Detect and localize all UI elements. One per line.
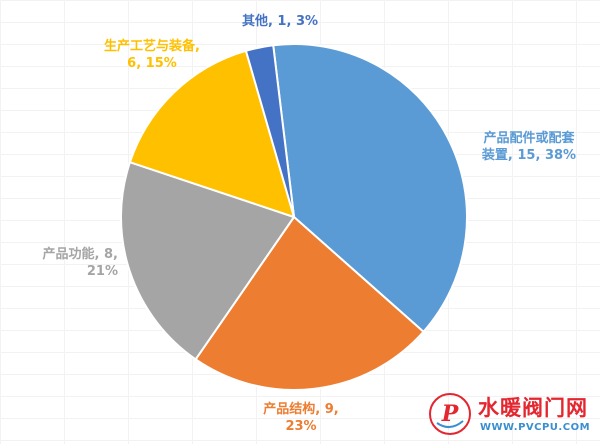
pie-slice-0 xyxy=(272,42,468,333)
watermark-logo-icon: P xyxy=(429,393,471,435)
label-line: 产品功能, 8, xyxy=(42,247,118,262)
watermark-url: WWW.PVCPU.COM xyxy=(480,422,591,433)
watermark-logo-letter: P xyxy=(441,401,460,427)
label-line: 6, 15% xyxy=(127,56,177,71)
label-line: 产品配件或配套 xyxy=(483,131,575,146)
label-product-function: 产品功能, 8, 21% xyxy=(12,246,118,280)
pie-slice-3 xyxy=(128,49,295,218)
label-line: 23% xyxy=(285,419,317,434)
label-other: 其他, 1, 3% xyxy=(228,13,332,30)
label-production-process: 生产工艺与装备, 6, 15% xyxy=(90,38,214,72)
watermark-title: 水暖阀门网 xyxy=(478,395,588,420)
pie-slice-1 xyxy=(194,216,425,391)
label-line: 其他, 1, 3% xyxy=(241,14,319,29)
label-line: 产品结构, 9, xyxy=(263,402,339,417)
label-line: 21% xyxy=(86,264,118,279)
label-product-structure: 产品结构, 9, 23% xyxy=(246,401,356,435)
label-line: 生产工艺与装备, xyxy=(104,39,200,54)
label-product-accessories: 产品配件或配套 装置, 15, 38% xyxy=(470,130,588,164)
label-line: 装置, 15, 38% xyxy=(481,148,577,163)
watermark: P 水暖阀门网 WWW.PVCPU.COM xyxy=(428,386,600,444)
pie-slice-4 xyxy=(244,44,295,218)
pie-slices xyxy=(120,42,468,391)
pie-slice-2 xyxy=(120,161,295,361)
